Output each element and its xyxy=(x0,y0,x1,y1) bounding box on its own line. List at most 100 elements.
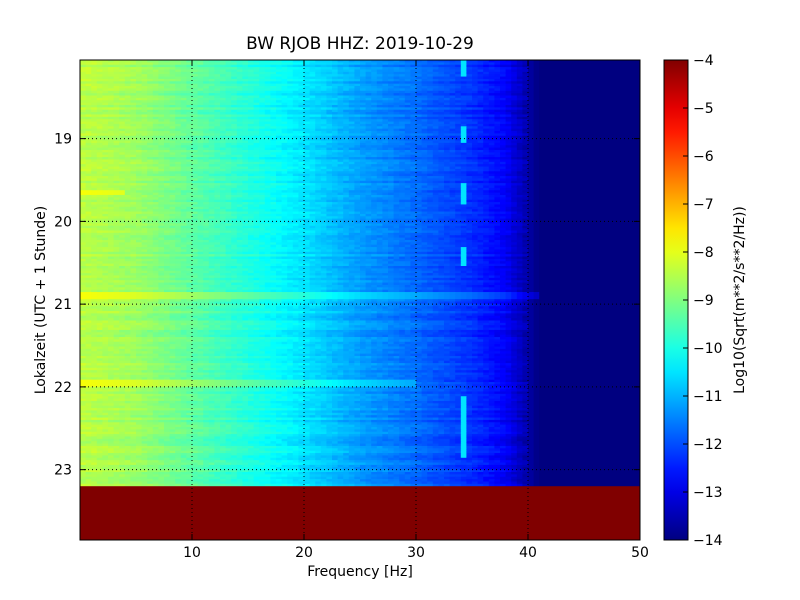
heatmap-cell xyxy=(80,112,87,115)
heatmap-cell xyxy=(365,93,372,97)
heatmap-cell xyxy=(332,112,339,115)
heatmap-cell xyxy=(124,86,131,89)
heatmap-cell xyxy=(208,128,215,132)
heatmap-cell xyxy=(505,95,512,99)
heatmap-cell xyxy=(432,123,439,127)
heatmap-cell xyxy=(533,81,540,85)
heatmap-cell xyxy=(225,81,232,85)
heatmap-cell xyxy=(634,121,641,125)
heatmap-cell xyxy=(595,69,602,73)
heatmap-cell xyxy=(628,100,635,104)
heatmap-cell xyxy=(511,116,518,120)
heatmap-cell xyxy=(449,119,456,123)
heatmap-cell xyxy=(455,126,462,130)
heatmap-cell xyxy=(343,97,350,101)
heatmap-cell xyxy=(102,107,109,111)
heatmap-cell xyxy=(264,119,271,123)
heatmap-cell xyxy=(141,112,148,115)
heatmap-cell xyxy=(214,126,221,130)
heatmap-cell xyxy=(365,88,372,92)
heatmap-cell xyxy=(617,69,624,73)
heatmap-cell xyxy=(606,67,613,70)
heatmap-cell xyxy=(556,104,563,108)
heatmap-cell xyxy=(175,126,182,130)
heatmap-cell xyxy=(483,100,490,104)
heatmap-cell xyxy=(600,123,607,127)
heatmap-cell xyxy=(567,64,574,68)
heatmap-cell xyxy=(214,60,221,63)
heatmap-cell xyxy=(348,121,355,125)
heatmap-cell xyxy=(320,78,327,82)
heatmap-cell xyxy=(421,93,428,97)
heatmap-cell xyxy=(264,81,271,85)
heatmap-cell xyxy=(612,86,619,89)
heatmap-cell xyxy=(589,67,596,70)
heatmap-cell xyxy=(584,104,591,108)
heatmap-cell xyxy=(561,67,568,70)
heatmap-cell xyxy=(186,64,193,68)
heatmap-cell xyxy=(410,114,417,118)
heatmap-cell xyxy=(320,95,327,99)
heatmap-cell xyxy=(444,69,451,73)
heatmap-cell xyxy=(483,71,490,75)
heatmap-cell xyxy=(544,74,551,78)
heatmap-cell xyxy=(343,112,350,115)
heatmap-cell xyxy=(522,88,529,92)
heatmap-cell xyxy=(281,78,288,82)
heatmap-cell xyxy=(248,123,255,127)
heatmap-cell xyxy=(617,83,624,87)
heatmap-cell xyxy=(124,112,131,115)
heatmap-cell xyxy=(348,107,355,111)
heatmap-cell xyxy=(483,93,490,97)
heatmap-cell xyxy=(337,102,344,106)
heatmap-cell xyxy=(315,123,322,127)
heatmap-cell xyxy=(248,102,255,106)
heatmap-cell xyxy=(393,112,400,115)
heatmap-cell xyxy=(304,93,311,97)
heatmap-cell xyxy=(477,90,484,94)
heatmap-cell xyxy=(500,69,507,73)
heatmap-cell xyxy=(584,78,591,82)
heatmap-cell xyxy=(259,88,266,92)
heatmap-cell xyxy=(533,119,540,123)
heatmap-cell xyxy=(332,119,339,123)
heatmap-cell xyxy=(404,69,411,73)
heatmap-cell xyxy=(203,121,210,125)
heatmap-cell xyxy=(556,71,563,75)
heatmap-cell xyxy=(147,86,154,89)
heatmap-cell xyxy=(147,121,154,125)
heatmap-cell xyxy=(253,90,260,94)
heatmap-cell xyxy=(253,104,260,108)
heatmap-cell xyxy=(141,86,148,89)
heatmap-cell xyxy=(421,86,428,89)
heatmap-cell xyxy=(522,107,529,111)
heatmap-cell xyxy=(253,97,260,101)
heatmap-cell xyxy=(623,119,630,123)
heatmap-cell xyxy=(483,123,490,127)
heatmap-cell xyxy=(360,97,367,101)
heatmap-cell xyxy=(371,93,378,97)
heatmap-cell xyxy=(320,71,327,75)
heatmap-cell xyxy=(628,88,635,92)
heatmap-cell xyxy=(628,123,635,127)
heatmap-cell xyxy=(320,69,327,73)
heatmap-cell xyxy=(281,83,288,87)
heatmap-cell xyxy=(130,107,137,111)
heatmap-cell xyxy=(561,83,568,87)
heatmap-cell xyxy=(130,69,137,73)
heatmap-cell xyxy=(80,104,87,108)
heatmap-cell xyxy=(315,86,322,89)
heatmap-cell xyxy=(388,60,395,63)
heatmap-cell xyxy=(533,74,540,78)
heatmap-cell xyxy=(472,119,479,123)
heatmap-cell xyxy=(180,78,187,82)
heatmap-cell xyxy=(80,107,87,111)
heatmap-cell xyxy=(449,71,456,75)
heatmap-cell xyxy=(292,90,299,94)
heatmap-cell xyxy=(85,119,92,123)
heatmap-cell xyxy=(360,107,367,111)
heatmap-cell xyxy=(388,116,395,120)
heatmap-cell xyxy=(203,128,210,132)
heatmap-cell xyxy=(612,121,619,125)
heatmap-cell xyxy=(584,76,591,80)
